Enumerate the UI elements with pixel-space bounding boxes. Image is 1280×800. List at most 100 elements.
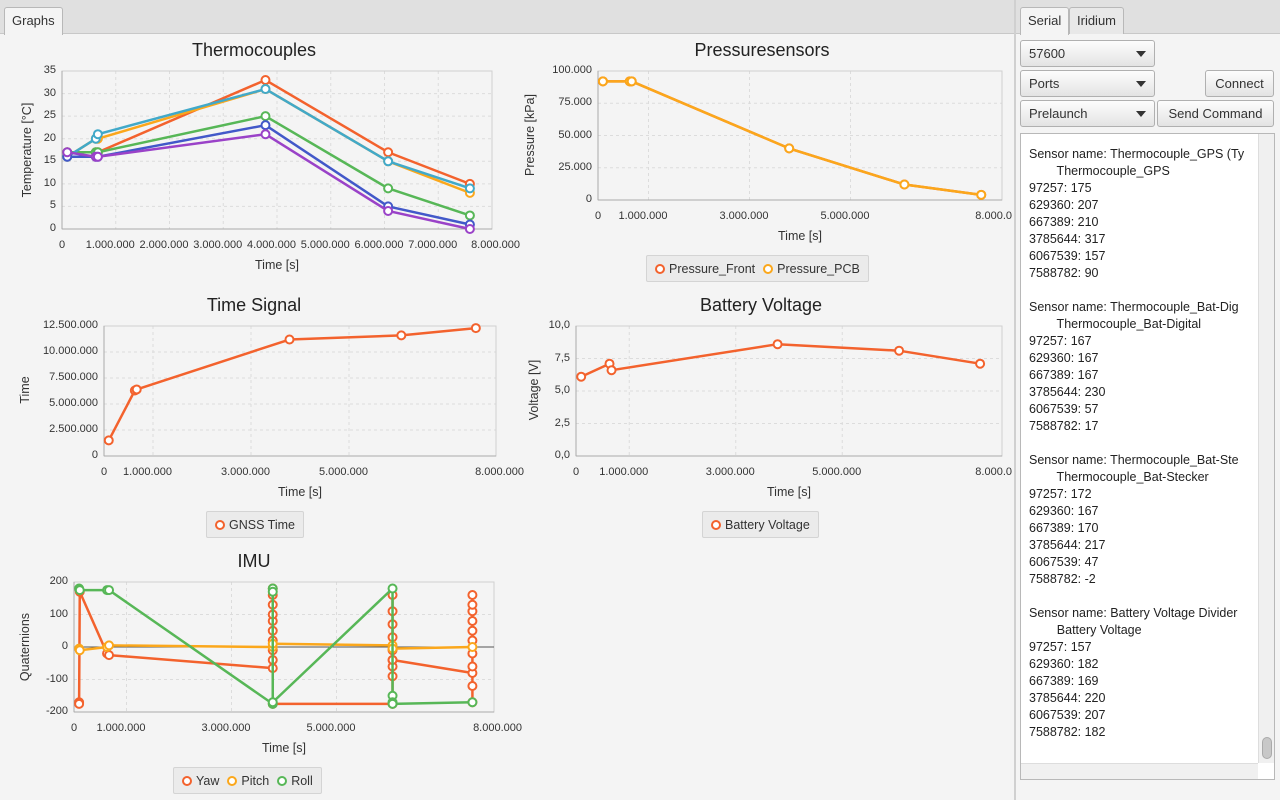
data-point xyxy=(387,619,398,630)
y-tick-label: 30 xyxy=(43,86,56,99)
x-tick-label: 3.000.000 xyxy=(221,466,270,478)
x-tick-label: 3.000.000 xyxy=(201,722,251,734)
data-point xyxy=(626,76,637,87)
tab-graphs[interactable]: Graphs xyxy=(4,7,63,35)
data-point xyxy=(284,334,295,345)
y-tick-label: 100 xyxy=(49,607,68,620)
y-tick-label: 5,0 xyxy=(554,384,570,396)
legend-item-pitch: Pitch xyxy=(227,774,269,788)
tab-iridium[interactable]: Iridium xyxy=(1069,7,1125,34)
y-tick-label: 7.500.000 xyxy=(49,371,98,383)
data-point xyxy=(383,183,394,194)
series-line xyxy=(77,587,474,706)
data-point xyxy=(267,583,278,594)
data-point xyxy=(387,698,398,709)
x-tick-label: 0 xyxy=(59,239,66,251)
data-point xyxy=(464,210,475,221)
data-point xyxy=(387,690,398,701)
log-vertical-scrollbar[interactable] xyxy=(1258,134,1274,763)
data-point xyxy=(387,697,398,708)
data-point xyxy=(467,648,478,659)
data-point xyxy=(624,76,635,87)
pressure-plot-svg xyxy=(597,70,1003,201)
legend-symbol xyxy=(182,775,192,786)
data-point xyxy=(62,147,73,158)
data-point xyxy=(62,147,73,158)
send-command-button[interactable]: Send Command xyxy=(1157,100,1274,127)
x-tick-label: 0 xyxy=(595,210,602,222)
data-point xyxy=(467,661,478,672)
data-point xyxy=(267,616,278,626)
data-point xyxy=(62,147,73,158)
y-tick-label: -100 xyxy=(45,672,68,685)
x-tick-label: 2.000.000 xyxy=(139,239,189,251)
plot-border xyxy=(103,325,497,457)
log-horizontal-scrollbar[interactable] xyxy=(1021,763,1258,779)
data-point xyxy=(74,583,85,594)
time-plot-svg xyxy=(103,323,497,457)
chevron-down-icon xyxy=(1136,51,1146,57)
x-tick-label: 8.000.000 xyxy=(475,466,524,478)
data-point xyxy=(464,183,475,194)
log-scroll-thumb[interactable] xyxy=(1262,737,1272,759)
series-line xyxy=(77,642,473,652)
data-point xyxy=(102,648,113,659)
data-point xyxy=(383,156,394,167)
x-tick-label: 1.000.000 xyxy=(85,239,135,251)
data-point xyxy=(74,643,85,654)
y-tick-label: -200 xyxy=(45,705,68,717)
x-tick-label: 3.000.000 xyxy=(193,239,243,251)
data-point xyxy=(267,586,278,597)
data-point xyxy=(976,189,987,200)
data-point xyxy=(102,642,113,652)
x-tick-label: 1.000.000 xyxy=(123,466,172,478)
legend-label: GNSS Time xyxy=(229,517,295,532)
data-point xyxy=(604,358,615,369)
data-point xyxy=(464,187,475,198)
tab-serial[interactable]: Serial xyxy=(1020,7,1070,35)
x-tick-label: 1.000.000 xyxy=(96,722,146,734)
ports-value: Ports xyxy=(1029,76,1060,91)
data-point xyxy=(267,663,278,674)
data-point xyxy=(387,590,398,600)
data-point xyxy=(90,133,101,144)
data-point xyxy=(899,179,910,190)
pressure-title: Pressuresensors xyxy=(694,40,830,60)
legend-item-battery-voltage: Battery Voltage xyxy=(711,518,810,532)
legend-label: Pressure_PCB xyxy=(777,261,860,276)
split-divider[interactable] xyxy=(1014,0,1016,800)
x-tick-label: 8.000.0 xyxy=(975,210,1012,222)
y-tick-label: 5.000.000 xyxy=(49,397,98,409)
connect-button[interactable]: Connect xyxy=(1205,70,1274,97)
command-select[interactable]: Prelaunch xyxy=(1020,100,1155,127)
battery-ylabel: Voltage [V] xyxy=(527,359,541,421)
y-tick-label: 20 xyxy=(43,131,56,144)
data-point xyxy=(92,133,103,144)
baud-rate-value: 57600 xyxy=(1029,46,1066,61)
data-point xyxy=(784,143,795,154)
legend-symbol xyxy=(277,775,288,786)
data-point xyxy=(387,640,398,651)
data-point xyxy=(267,698,278,709)
data-point xyxy=(383,205,394,216)
baud-rate-select[interactable]: 57600 xyxy=(1020,40,1155,67)
data-point xyxy=(576,371,587,382)
thermocouples-xlabel: Time [s] xyxy=(255,258,299,272)
plot-border xyxy=(597,70,1003,201)
data-point xyxy=(387,643,398,654)
serial-log[interactable]: Sensor name: Thermocouple_GPS (Ty Thermo… xyxy=(1020,133,1275,780)
data-point xyxy=(267,599,278,610)
y-tick-label: 75.000 xyxy=(558,96,592,109)
data-point xyxy=(260,120,271,131)
data-point xyxy=(387,606,398,617)
ports-select[interactable]: Ports xyxy=(1020,70,1155,97)
data-point xyxy=(92,129,103,140)
data-point xyxy=(260,84,271,95)
time-signal-ylabel: Time xyxy=(18,376,32,404)
legend-item-pressure-front: Pressure_Front xyxy=(655,262,755,276)
x-tick-label: 8.000.000 xyxy=(473,722,522,734)
imu-ylabel: Quaternions xyxy=(18,612,32,682)
y-tick-label: 2,5 xyxy=(554,416,570,429)
data-point xyxy=(467,625,478,636)
data-point xyxy=(467,635,478,646)
